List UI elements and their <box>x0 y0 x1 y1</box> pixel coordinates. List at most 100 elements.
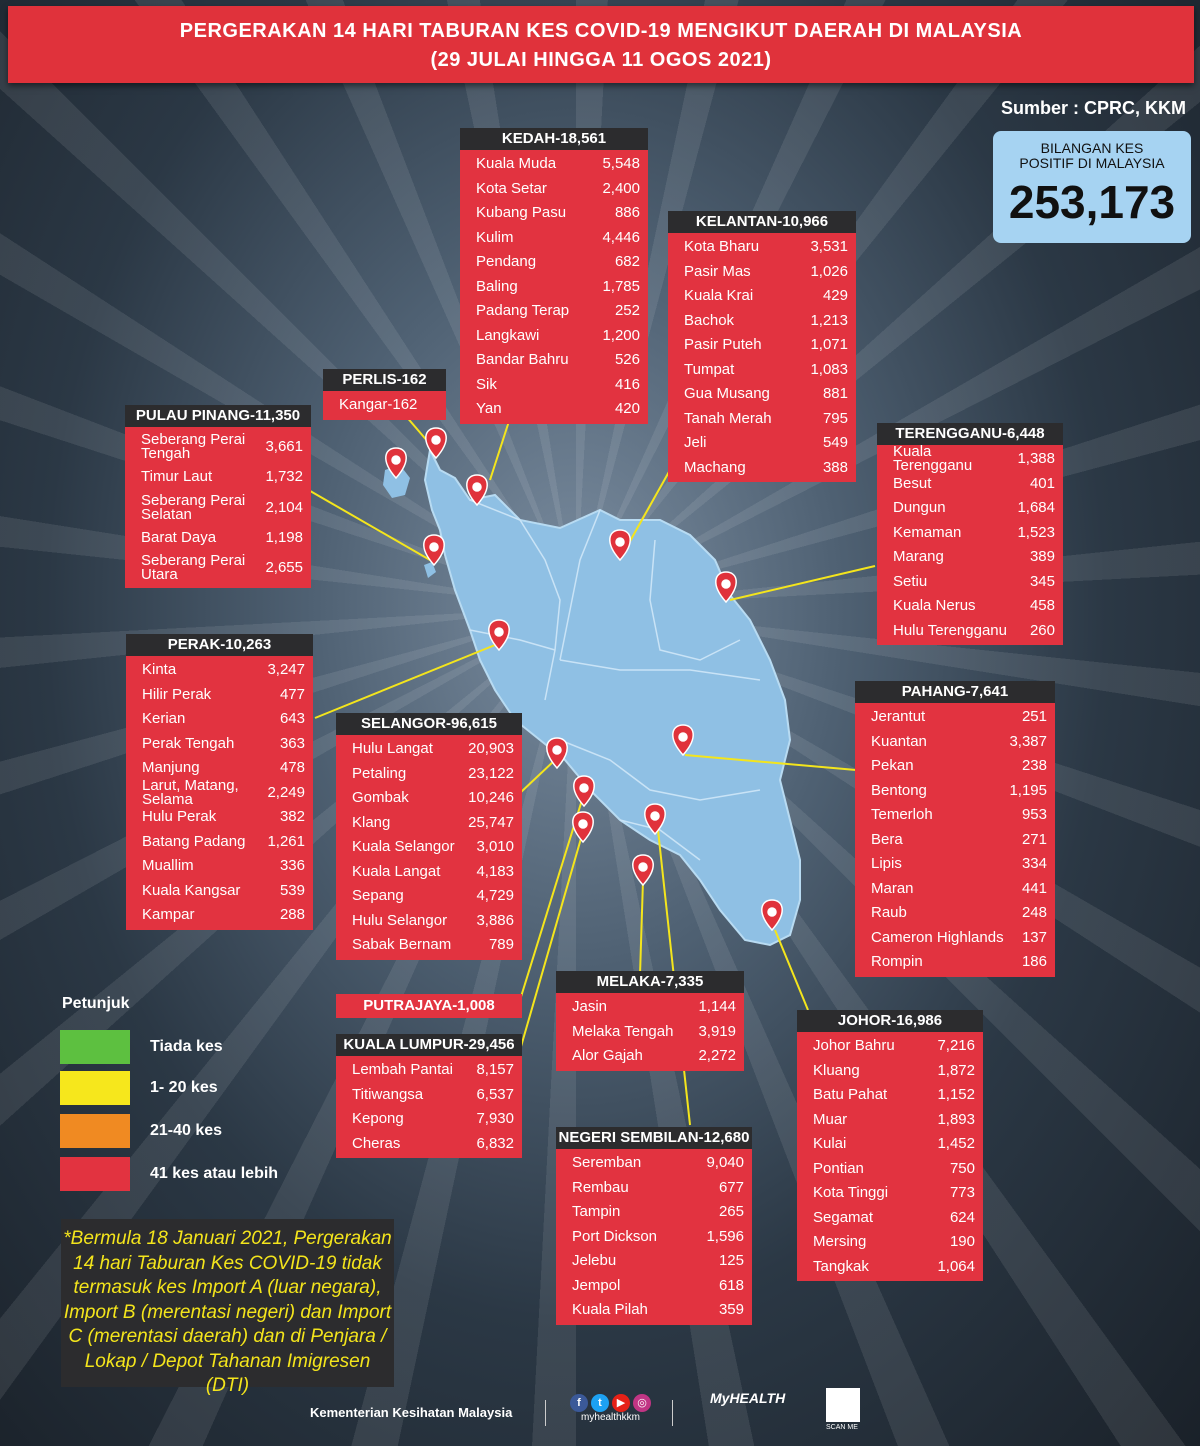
district-row: Kerian 643 <box>126 707 313 732</box>
pin-penang <box>423 534 445 567</box>
qr-code-icon[interactable] <box>826 1388 860 1422</box>
ministry-name: Kementerian Kesihatan Malaysia <box>310 1405 513 1420</box>
district-row: Maran 441 <box>855 877 1055 902</box>
district-row: Kuala Langat 4,183 <box>336 860 522 885</box>
panel-melaka-title: MELAKA-7,335 <box>556 971 744 993</box>
district-cases: 3,919 <box>698 1022 736 1040</box>
district-cases: 3,247 <box>267 661 305 679</box>
district-cases: 1,523 <box>1017 523 1055 541</box>
district-row: Bandar Bahru 526 <box>460 348 648 373</box>
district-cases: 2,400 <box>602 179 640 197</box>
district-row: Hilir Perak 477 <box>126 683 313 708</box>
legend-item-1-20: 1- 20 kes <box>60 1071 360 1105</box>
district-name: Muar <box>813 1110 848 1128</box>
district-name: Kota Tinggi <box>813 1184 889 1202</box>
district-row: Bera 271 <box>855 828 1055 853</box>
district-name: Barat Daya <box>141 528 217 546</box>
district-cases: 539 <box>279 881 305 899</box>
district-row: Muar 1,893 <box>797 1108 983 1133</box>
district-name: Perak Tengah <box>142 734 235 752</box>
instagram-icon[interactable]: ◎ <box>633 1394 651 1412</box>
district-name: Jelebu <box>572 1252 617 1270</box>
panel-kuala-lumpur-title: KUALA LUMPUR-29,456 <box>336 1034 522 1056</box>
district-name: Sepang <box>352 887 404 905</box>
district-cases: 1,452 <box>937 1135 975 1153</box>
panel-pulau-pinang-list: Seberang Perai Tengah 3,661 Timur Laut 1,73… <box>125 427 311 588</box>
youtube-icon[interactable]: ▶ <box>612 1394 630 1412</box>
district-cases: 336 <box>279 857 305 875</box>
district-cases: 1,213 <box>810 311 848 329</box>
district-row: Raub 248 <box>855 901 1055 926</box>
district-row: Seberang Perai Selatan 2,104 <box>125 490 311 526</box>
panel-terengganu-title: TERENGGANU-6,448 <box>877 423 1063 445</box>
district-row: Gua Musang 881 <box>668 382 856 407</box>
district-row: Pasir Puteh 1,071 <box>668 333 856 358</box>
district-row: Kemaman 1,523 <box>877 521 1063 546</box>
district-row: Kampar 288 <box>126 903 313 928</box>
peninsula-shape <box>423 446 801 947</box>
panel-negeri-sembilan-list: Seremban 9,040 Rembau 677 Tampin 265 Port Dick… <box>556 1149 752 1325</box>
district-cases: 3,661 <box>265 438 303 455</box>
district-name: Kuantan <box>871 732 927 750</box>
district-row: Tanah Merah 795 <box>668 407 856 432</box>
district-name: Larut, Matang, Selama <box>142 776 239 808</box>
district-cases: 7,216 <box>937 1037 975 1055</box>
district-name: Melaka Tengah <box>572 1022 674 1040</box>
panel-melaka-list: Jasin 1,144 Melaka Tengah 3,919 Alor Gajah 2,… <box>556 993 744 1071</box>
district-cases: 2,272 <box>698 1047 736 1065</box>
district-name: Jerantut <box>871 708 926 726</box>
district-cases: 886 <box>614 204 640 222</box>
district-cases: 382 <box>279 808 305 826</box>
panel-putrajaya-title: PUTRAJAYA-1,008 <box>336 994 522 1018</box>
district-name: Manjung <box>142 759 200 777</box>
district-row: Pendang 682 <box>460 250 648 275</box>
panel-kedah-list: Kuala Muda 5,548 Kota Setar 2,400 Kubang Pas… <box>460 150 648 424</box>
district-name: Johor Bahru <box>813 1037 895 1055</box>
district-row: Pontian 750 <box>797 1157 983 1182</box>
district-row: Kuala Pilah 359 <box>556 1298 752 1323</box>
footer-divider <box>545 1400 546 1426</box>
district-name: Jempol <box>572 1276 621 1294</box>
district-name: Bentong <box>871 781 927 799</box>
district-cases: 429 <box>822 287 848 305</box>
district-cases: 25,747 <box>468 813 514 831</box>
district-row: Jempol 618 <box>556 1274 752 1299</box>
district-row: Bachok 1,213 <box>668 309 856 334</box>
district-cases: 271 <box>1021 830 1047 848</box>
district-name: Bandar Bahru <box>476 351 569 369</box>
district-name: Padang Terap <box>476 302 570 320</box>
district-cases: 1,198 <box>265 528 303 546</box>
facebook-icon[interactable]: f <box>570 1394 588 1412</box>
district-row: Klang 25,747 <box>336 811 522 836</box>
district-cases: 334 <box>1021 855 1047 873</box>
district-name: Kerian <box>142 710 186 728</box>
district-row: Marang 389 <box>877 545 1063 570</box>
district-cases: 7,930 <box>476 1110 514 1128</box>
twitter-icon[interactable]: t <box>591 1394 609 1412</box>
district-cases: 20,903 <box>468 740 514 758</box>
panel-perak: PERAK-10,263 Kinta 3,247 Hilir Perak 477 Ker… <box>126 634 313 930</box>
district-cases: 549 <box>822 434 848 452</box>
district-cases: 624 <box>949 1208 975 1226</box>
district-name: Port Dickson <box>572 1227 658 1245</box>
district-name: Jasin <box>572 998 608 1016</box>
district-row: Larut, Matang, Selama 2,249 <box>126 776 313 808</box>
district-name: Kuala Pilah <box>572 1301 648 1319</box>
district-name: Kota Setar <box>476 179 547 197</box>
district-name: Kuala Nerus <box>893 597 976 615</box>
district-row: Cheras 6,832 <box>336 1132 522 1157</box>
district-name: Kangar-162 <box>339 396 418 414</box>
panel-perlis: PERLIS-162 Kangar-162 <box>323 369 446 420</box>
panel-selangor-list: Hulu Langat 20,903 Petaling 23,122 Gombak 10,… <box>336 735 522 960</box>
district-cases: 3,886 <box>476 911 514 929</box>
district-cases: 478 <box>279 759 305 777</box>
district-row: Hulu Perak 382 <box>126 805 313 830</box>
district-name: Seremban <box>572 1154 642 1172</box>
district-name: Hulu Terengganu <box>893 621 1007 639</box>
location-pins <box>385 427 783 932</box>
legend-item-41-plus: 41 kes atau lebih <box>60 1157 360 1191</box>
district-cases: 3,531 <box>810 238 848 256</box>
district-row: Jerantut 251 <box>855 705 1055 730</box>
legend-swatch-green <box>60 1030 130 1064</box>
district-name: Kinta <box>142 661 177 679</box>
